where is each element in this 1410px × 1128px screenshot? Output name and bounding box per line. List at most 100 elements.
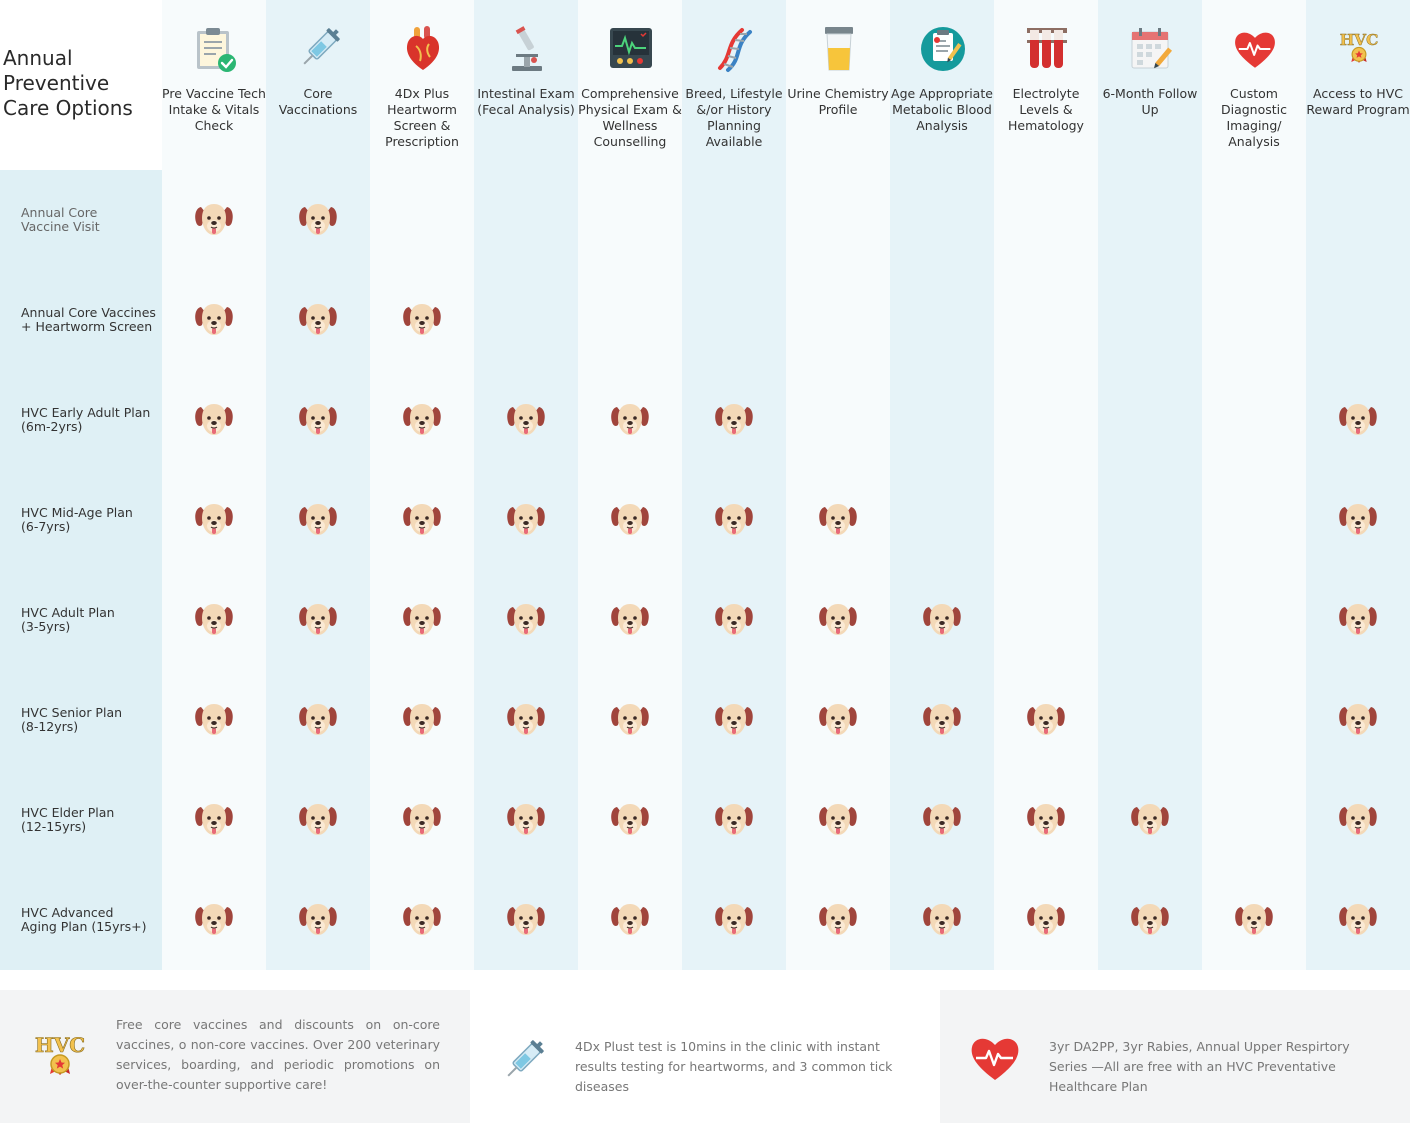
footer-notes: HVC Free core vaccines and discounts on …: [0, 990, 1410, 1128]
dog-face-icon: [297, 499, 339, 539]
dog-face-icon: [609, 699, 651, 739]
column-header: Age Appropriate Metabolic Blood Analysis: [890, 0, 994, 170]
dog-face-icon: [193, 699, 235, 739]
dog-face-icon: [297, 899, 339, 939]
syringe-icon: [296, 24, 342, 74]
dog-face-icon: [297, 399, 339, 439]
plan-row-label: HVC Advanced Aging Plan (15yrs+): [21, 905, 147, 934]
dog-face-icon: [609, 499, 651, 539]
column-header: Custom Diagnostic Imaging/ Analysis: [1202, 0, 1306, 170]
dog-face-icon: [1025, 799, 1067, 839]
column-header-label: 6-Month Follow Up: [1102, 86, 1198, 117]
dog-face-icon: [1025, 899, 1067, 939]
dog-face-icon: [1337, 599, 1379, 639]
hvc-award-logo: HVC: [1336, 24, 1382, 74]
plan-row-label: HVC Adult Plan (3-5yrs): [21, 605, 115, 634]
dog-face-icon: [193, 499, 235, 539]
dog-face-icon: [193, 899, 235, 939]
medical-report-icon: [920, 24, 966, 74]
dog-face-icon: [401, 499, 443, 539]
column-band: [1202, 0, 1306, 970]
dog-face-icon: [817, 499, 859, 539]
dog-face-icon: [713, 699, 755, 739]
hvc-award-logo: HVC: [30, 1032, 90, 1082]
plan-row-label: HVC Senior Plan (8-12yrs): [21, 705, 123, 734]
dog-face-icon: [297, 599, 339, 639]
calendar-icon: [1128, 24, 1174, 74]
dog-face-icon: [609, 799, 651, 839]
dog-face-icon: [401, 699, 443, 739]
dog-face-icon: [713, 399, 755, 439]
dog-face-icon: [713, 799, 755, 839]
dog-face-icon: [921, 699, 963, 739]
column-header-label: Pre Vaccine Tech Intake & Vitals Check: [162, 86, 266, 133]
column-header-label: Age Appropriate Metabolic Blood Analysis: [891, 86, 993, 133]
dog-face-icon: [817, 899, 859, 939]
svg-text:HVC: HVC: [35, 1033, 85, 1057]
dog-face-icon: [1337, 399, 1379, 439]
dog-face-icon: [1337, 799, 1379, 839]
footer-note-text: Free core vaccines and discounts on on-c…: [116, 1017, 440, 1092]
column-header: 4Dx Plus Heartworm Screen & Prescription: [370, 0, 474, 170]
dog-face-icon: [1025, 699, 1067, 739]
column-header-label: Access to HVC Reward Program: [1306, 86, 1410, 117]
page-title: Annual Preventive Care Options: [3, 46, 133, 120]
dog-face-icon: [193, 799, 235, 839]
dog-face-icon: [713, 499, 755, 539]
plan-row-label: HVC Early Adult Plan (6m-2yrs): [21, 405, 151, 434]
dog-face-icon: [1337, 499, 1379, 539]
dog-face-icon: [401, 399, 443, 439]
column-header-label: Breed, Lifestyle &/or History Planning A…: [685, 86, 783, 149]
dog-face-icon: [1337, 699, 1379, 739]
dog-face-icon: [401, 799, 443, 839]
column-header: 6-Month Follow Up: [1098, 0, 1202, 170]
dog-face-icon: [297, 799, 339, 839]
dog-face-icon: [401, 599, 443, 639]
column-header: Pre Vaccine Tech Intake & Vitals Check: [162, 0, 266, 170]
plan-row-label: Annual Core Vaccine Visit: [21, 205, 100, 234]
urine-cup-icon: [816, 24, 862, 74]
column-header-label: Comprehensive Physical Exam & Wellness C…: [578, 86, 682, 149]
dog-face-icon: [505, 899, 547, 939]
column-header: Breed, Lifestyle &/or History Planning A…: [682, 0, 786, 170]
column-header-label: Intestinal Exam (Fecal Analysis): [477, 86, 575, 117]
dog-face-icon: [817, 599, 859, 639]
column-header: Electrolyte Levels & Hematology: [994, 0, 1098, 170]
dog-face-icon: [713, 599, 755, 639]
column-header: HVC Access to HVC Reward Program: [1306, 0, 1410, 170]
column-header-label: Custom Diagnostic Imaging/ Analysis: [1220, 86, 1288, 149]
column-header-label: Urine Chemistry Profile: [787, 86, 889, 117]
row-header-band: [0, 170, 162, 970]
footer-note-rewards: HVC Free core vaccines and discounts on …: [0, 990, 470, 1123]
dog-face-icon: [505, 399, 547, 439]
dog-face-icon: [609, 599, 651, 639]
dog-face-icon: [193, 199, 235, 239]
heartbeat-icon: [968, 1034, 1022, 1082]
dog-face-icon: [609, 899, 651, 939]
dog-face-icon: [297, 199, 339, 239]
clipboard-check-icon: [192, 24, 238, 74]
column-header: Intestinal Exam (Fecal Analysis): [474, 0, 578, 170]
dog-face-icon: [921, 799, 963, 839]
care-options-table: Annual Preventive Care Options Pre Vacci…: [0, 0, 1410, 970]
footer-note-4dx: 4Dx Plust test is 10mins in the clinic w…: [470, 990, 940, 1123]
column-header: Comprehensive Physical Exam & Wellness C…: [578, 0, 682, 170]
dog-face-icon: [817, 699, 859, 739]
dog-face-icon: [921, 599, 963, 639]
test-tubes-icon: [1024, 24, 1070, 74]
dog-face-icon: [713, 899, 755, 939]
column-header: Urine Chemistry Profile: [786, 0, 890, 170]
dog-face-icon: [1233, 899, 1275, 939]
dog-face-icon: [193, 399, 235, 439]
dog-face-icon: [1129, 899, 1171, 939]
footer-note-text: 4Dx Plust test is 10mins in the clinic w…: [575, 1039, 893, 1094]
dog-face-icon: [505, 599, 547, 639]
dog-face-icon: [401, 299, 443, 339]
dog-face-icon: [921, 899, 963, 939]
dog-face-icon: [505, 699, 547, 739]
dog-face-icon: [193, 599, 235, 639]
dog-face-icon: [817, 799, 859, 839]
dog-face-icon: [609, 399, 651, 439]
footer-note-text: 3yr DA2PP, 3yr Rabies, Annual Upper Resp…: [1049, 1039, 1350, 1094]
column-header: Core Vaccinations: [266, 0, 370, 170]
